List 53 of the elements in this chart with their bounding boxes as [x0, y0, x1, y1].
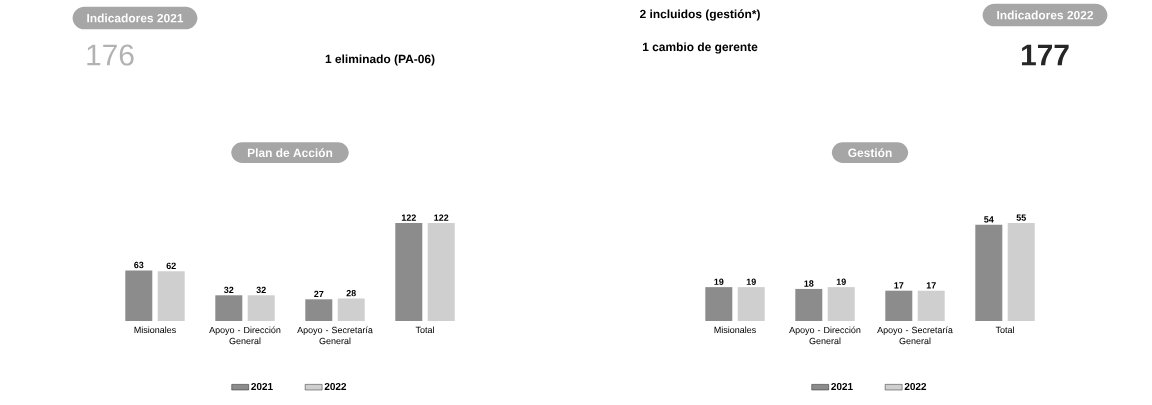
- text: Indicadores 2022: [997, 10, 1094, 20]
- data-label: 122: [434, 214, 449, 221]
- data-label: 55: [1016, 214, 1026, 221]
- text: 176: [87, 44, 134, 66]
- data-label: 32: [256, 286, 266, 294]
- bar: [427, 222, 455, 321]
- data-label: 19: [714, 278, 724, 285]
- bar: [795, 288, 823, 321]
- data-label: 54: [984, 216, 994, 223]
- bar: [737, 287, 765, 321]
- data-label: 27: [314, 290, 324, 298]
- legend-label: 2022: [324, 382, 347, 391]
- x-tick-label: Apoyo - Secretaría General: [877, 326, 953, 345]
- bar: [247, 295, 275, 321]
- data-label: 19: [836, 278, 846, 285]
- data-label: 19: [746, 278, 756, 285]
- bar: [1007, 222, 1035, 321]
- x-tick-label: Misionales: [714, 326, 756, 334]
- chart-title: Gestión: [848, 148, 892, 158]
- bar: [337, 298, 365, 321]
- bar: [157, 271, 185, 321]
- bar: [125, 270, 153, 321]
- text: 1 cambio de gerente: [642, 42, 758, 54]
- bar: [215, 295, 243, 321]
- x-tick-label: Total: [995, 326, 1014, 334]
- data-label: 28: [346, 289, 356, 297]
- x-tick-label: Apoyo - Dirección General: [209, 326, 281, 345]
- x-tick-label: Total: [415, 326, 434, 334]
- x-tick-label: Apoyo - Dirección General: [789, 326, 861, 345]
- data-label: 17: [894, 282, 904, 289]
- legend-label: 2021: [831, 382, 853, 391]
- text: 2 incluidos (gestión*): [639, 9, 760, 21]
- bar: [917, 290, 945, 321]
- bar: [705, 287, 733, 321]
- legend-label: 2021: [251, 382, 273, 391]
- data-label: 32: [224, 286, 234, 294]
- bar: [885, 290, 913, 321]
- data-label: 122: [401, 214, 416, 221]
- chart-title: Plan de Acción: [247, 148, 333, 158]
- x-tick-label: Apoyo - Secretaría General: [297, 326, 373, 345]
- text: 1 eliminado (PA-06): [325, 54, 435, 66]
- data-label: 18: [804, 280, 814, 287]
- text: Indicadores 2021: [87, 13, 184, 23]
- data-label: 17: [926, 282, 936, 289]
- bar: [827, 287, 855, 321]
- data-label: 63: [134, 261, 144, 269]
- data-label: 62: [166, 262, 176, 269]
- bar: [395, 222, 423, 321]
- bar: [305, 299, 333, 321]
- bar: [975, 224, 1003, 321]
- x-tick-label: Misionales: [134, 326, 176, 334]
- text: 177: [1021, 44, 1069, 66]
- legend-label: 2022: [904, 382, 927, 391]
